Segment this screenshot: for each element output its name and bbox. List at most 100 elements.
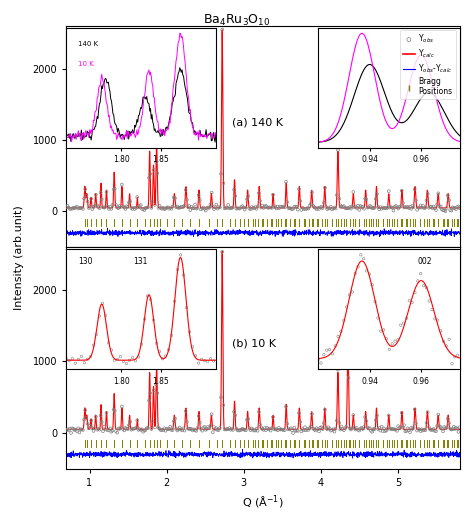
Point [104, 426, 111, 435]
Point [238, 202, 246, 210]
Point [231, 411, 239, 419]
Point [169, 202, 176, 211]
Point [282, 178, 290, 186]
Point [120, 426, 128, 435]
Point [456, 423, 464, 432]
Point [421, 203, 429, 212]
Point [298, 206, 305, 214]
Point [438, 205, 446, 214]
Point [331, 427, 338, 436]
Point [302, 426, 310, 435]
Point [268, 203, 275, 212]
Point [235, 204, 243, 213]
Point [233, 425, 240, 433]
Point [118, 180, 126, 188]
Point [424, 408, 431, 416]
Point [115, 424, 122, 433]
Point [82, 414, 90, 422]
Point [260, 204, 267, 212]
Point [360, 204, 368, 213]
Point [361, 413, 369, 421]
Point [90, 427, 97, 435]
Point [373, 190, 381, 198]
Point [428, 202, 435, 211]
Point [277, 425, 285, 434]
Point [432, 206, 440, 214]
Point [112, 427, 120, 435]
Point [437, 423, 445, 432]
Point [327, 202, 335, 211]
Point [161, 424, 168, 433]
Point [103, 409, 110, 417]
Point [295, 409, 303, 417]
Point [423, 419, 430, 427]
Point [183, 418, 191, 426]
Point [390, 207, 397, 215]
Point [168, 204, 175, 213]
Point [374, 203, 382, 211]
Point [276, 202, 284, 211]
Point [300, 204, 308, 213]
Point [192, 204, 200, 213]
Point [246, 204, 253, 213]
Point [410, 203, 417, 211]
Point [293, 426, 301, 435]
Point [237, 426, 245, 434]
Point [122, 424, 129, 432]
Point [205, 204, 213, 212]
Point [280, 202, 287, 211]
Point [445, 196, 453, 204]
Point [421, 426, 429, 434]
Point [390, 425, 397, 433]
Point [439, 206, 447, 214]
Point [312, 204, 319, 212]
Point [143, 424, 150, 433]
Point [409, 425, 416, 433]
Point [352, 425, 359, 434]
Point [144, 424, 152, 432]
Point [214, 204, 221, 213]
Point [118, 402, 126, 410]
Point [409, 202, 416, 210]
Point [452, 205, 460, 213]
Point [454, 424, 461, 433]
Point [67, 204, 75, 213]
Point [63, 203, 70, 211]
Point [397, 423, 404, 432]
Point [72, 203, 80, 212]
Point [334, 366, 342, 374]
Point [339, 425, 346, 433]
Point [284, 204, 292, 212]
Point [256, 197, 264, 205]
Point [191, 200, 199, 209]
Legend: Y$_{obs}$, Y$_{calc}$, Y$_{obs}$-Y$_{calc}$, Bragg
Positions: Y$_{obs}$, Y$_{calc}$, Y$_{obs}$-Y$_{cal… [400, 29, 456, 99]
Point [325, 204, 332, 212]
Point [191, 426, 199, 434]
Point [178, 426, 186, 435]
Point [298, 427, 305, 436]
Point [375, 424, 383, 432]
Point [341, 424, 349, 433]
Point [451, 425, 459, 433]
Point [287, 424, 294, 433]
Point [291, 202, 298, 211]
Point [185, 202, 193, 210]
Point [168, 426, 175, 434]
Point [320, 198, 328, 207]
Point [208, 188, 215, 197]
Point [291, 423, 298, 432]
Point [196, 196, 204, 204]
Point [273, 204, 280, 213]
Point [356, 426, 363, 435]
Point [147, 204, 155, 212]
Point [345, 374, 352, 382]
Point [284, 425, 292, 434]
Point [198, 204, 206, 213]
Point [383, 426, 390, 435]
Point [164, 425, 172, 433]
Point [450, 204, 457, 212]
Point [145, 174, 153, 182]
Point [216, 203, 224, 212]
Point [318, 423, 325, 432]
X-axis label: Q (Å$^{-1}$): Q (Å$^{-1}$) [242, 493, 284, 511]
